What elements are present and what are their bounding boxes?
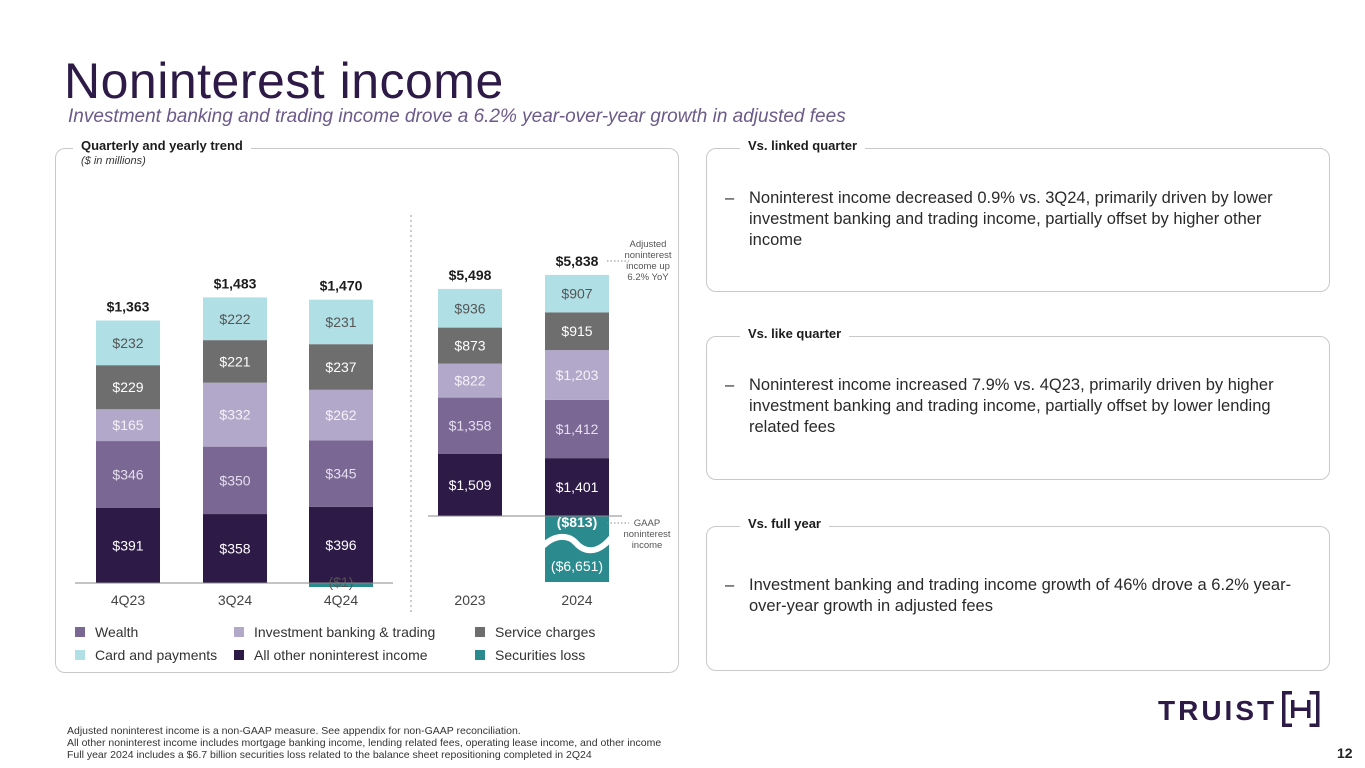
legend-item-card-payments: Card and payments (75, 647, 217, 663)
legend-item-all-other: All other noninterest income (234, 647, 428, 663)
legend-swatch (75, 627, 85, 637)
truist-logo: TRUIST (1158, 690, 1322, 728)
footnotes: Adjusted noninterest income is a non-GAA… (67, 725, 661, 761)
legend-swatch (234, 627, 244, 637)
bullet-dash: – (725, 376, 735, 394)
legend-swatch (234, 650, 244, 660)
legend-label: Wealth (95, 624, 139, 640)
linked-quarter-panel (706, 148, 1330, 292)
chart-panel-label: Quarterly and yearly trend (73, 138, 251, 153)
footnote-2: All other noninterest income includes mo… (67, 737, 662, 749)
linked-quarter-label: Vs. linked quarter (740, 138, 866, 153)
page-subtitle: Investment banking and trading income dr… (68, 106, 846, 127)
full-year-label: Vs. full year (740, 516, 829, 531)
legend-item-investment-banking: Investment banking & trading (234, 624, 435, 640)
like-quarter-label: Vs. like quarter (740, 326, 850, 341)
logo-mark-icon (1282, 691, 1320, 727)
page-title: Noninterest income (64, 53, 504, 109)
like-quarter-bullet: – Noninterest income increased 7.9% vs. … (725, 375, 1315, 445)
legend-swatch (75, 650, 85, 660)
linked-quarter-bullet: – Noninterest income decreased 0.9% vs. … (725, 188, 1315, 258)
chart-units-label: ($ in millions) (81, 155, 146, 167)
legend-item-securities-loss: Securities loss (475, 647, 585, 663)
legend-label: Securities loss (495, 647, 586, 663)
bullet-text: Noninterest income decreased 0.9% vs. 3Q… (749, 189, 1273, 249)
legend-label: All other noninterest income (254, 647, 428, 663)
bullet-text: Noninterest income increased 7.9% vs. 4Q… (749, 376, 1274, 436)
legend-label: Service charges (495, 624, 596, 640)
logo-wordmark: TRUIST (1158, 695, 1277, 726)
legend-swatch (475, 650, 485, 660)
legend-swatch (475, 627, 485, 637)
bullet-dash: – (725, 189, 735, 207)
bullet-dash: – (725, 576, 735, 594)
bullet-text: Investment banking and trading income gr… (749, 576, 1292, 615)
page-number: 12 (1337, 745, 1353, 761)
legend-item-service-charges: Service charges (475, 624, 595, 640)
legend-label: Investment banking & trading (254, 624, 436, 640)
full-year-panel (706, 526, 1330, 671)
legend-item-wealth: Wealth (75, 624, 138, 640)
footnote-1: Adjusted noninterest income is a non-GAA… (67, 725, 521, 737)
footnote-3: Full year 2024 includes a $6.7 billion s… (67, 749, 592, 761)
legend-label: Card and payments (95, 647, 218, 663)
like-quarter-panel (706, 336, 1330, 480)
full-year-bullet: – Investment banking and trading income … (725, 575, 1315, 625)
chart-panel (55, 148, 679, 673)
